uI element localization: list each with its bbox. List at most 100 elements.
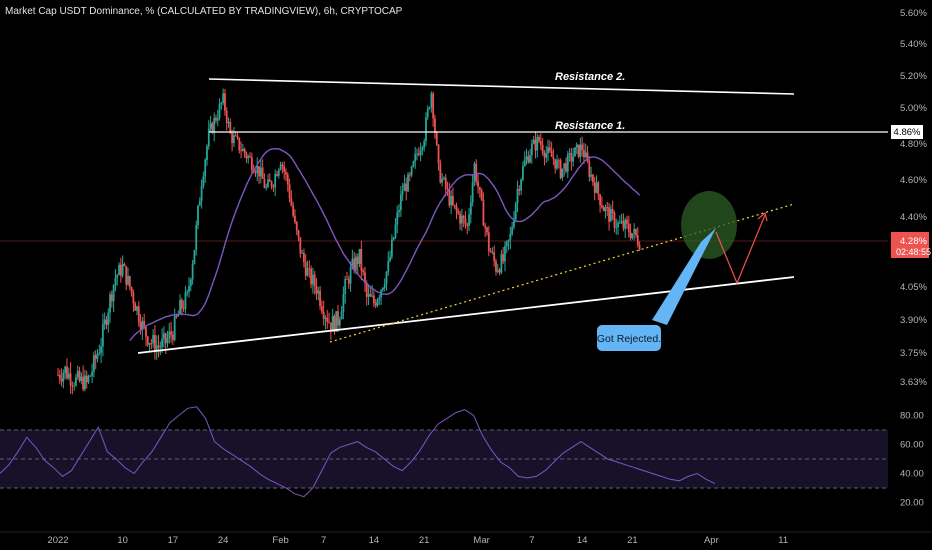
candle-body [57,374,59,376]
candle-body [392,237,395,240]
candle-body [114,277,117,286]
candle-body [233,135,235,144]
candle-body [383,284,386,288]
candle-body [358,248,361,265]
candle-body [247,156,250,159]
candle-body [71,385,74,387]
candle-body [173,315,176,340]
candle-body [259,167,262,177]
candle-body [236,135,239,138]
candle-body [254,172,257,174]
x-tick-label: 14 [577,535,588,546]
dotted-trendline [329,203,795,343]
candle-body [509,233,512,240]
candle-body [599,194,601,206]
candle-body [279,164,282,170]
y-tick-label: 4.80% [900,139,927,150]
candle-body [91,371,94,376]
candle-body [224,93,226,111]
candle-body [574,147,576,157]
candle-body [586,152,589,162]
x-tick-label: 11 [778,535,788,546]
candle-body [60,379,63,382]
candle-body [297,230,300,238]
candle-body [635,229,637,236]
x-tick-label: 7 [321,535,326,546]
candle-body [396,212,399,225]
candle-body [324,317,327,319]
candle-body [530,143,533,156]
candle-body [534,139,537,151]
candle-body [593,182,596,193]
candle-body [315,286,318,294]
candle-body [477,181,479,187]
resistance-2-line [208,78,795,95]
candle-body [274,174,277,188]
candle-body [398,210,400,213]
candle-body [180,299,183,309]
candle-body [157,345,160,348]
rsi-y-tick-label: 60.00 [900,440,924,451]
x-tick-label: 7 [529,535,534,546]
candle-body [346,278,348,280]
candle-body [518,189,521,191]
candle-body [164,333,167,344]
candle-body [446,189,449,190]
candle-body [543,152,546,158]
candle-body [550,150,553,157]
candle-body [414,154,417,162]
candle-body [202,176,205,187]
candle-body [609,208,612,222]
candles [57,88,641,395]
candle-body [175,315,178,317]
candle-body [536,136,539,151]
candle-body [568,153,571,155]
candle-body [207,128,210,147]
candle-body [344,278,347,294]
candle-body [367,294,370,297]
candle-body [145,326,147,337]
candle-body [376,299,379,306]
candle-body [299,237,302,254]
y-tick-label: 3.63% [900,377,927,388]
candle-body [381,287,384,291]
candle-body [152,335,155,344]
candle-body [75,377,77,386]
candle-body [389,256,391,261]
candle-body [559,160,562,178]
candle-body [595,182,598,193]
candle-body [441,178,444,183]
candle-body [310,268,312,285]
candle-body [188,285,190,292]
candle-body [277,169,280,176]
candle-body [538,136,540,142]
candle-body [306,268,309,276]
candle-body [58,374,61,380]
candle-body [360,248,363,271]
x-tick-label: Feb [272,535,288,546]
candle-body [495,261,497,272]
candle-body [179,299,181,314]
x-tick-label: 10 [117,535,128,546]
candle-body [489,250,492,253]
candle-body [425,117,427,142]
candle-body [328,321,330,323]
candle-body [407,174,409,192]
candle-body [604,207,607,212]
candle-body [529,155,531,163]
x-tick-label: 21 [419,535,430,546]
candle-body [430,93,433,108]
candle-body [486,227,488,233]
rsi-series-line [0,406,716,498]
candle-body [462,215,465,219]
candle-body [626,219,628,224]
x-tick-label: 17 [168,535,179,546]
candle-body [566,154,569,172]
candle-body [547,147,549,154]
candle-body [500,254,503,273]
y-tick-label: 5.40% [900,39,927,50]
candle-body [78,370,81,381]
price-axis: 5.60% 5.40% 5.20% 5.00% 4.80% 4.60% 4.40% 4.05%… [891,8,931,509]
current-price-text: 4.28% [900,236,927,247]
candle-body [342,293,345,312]
